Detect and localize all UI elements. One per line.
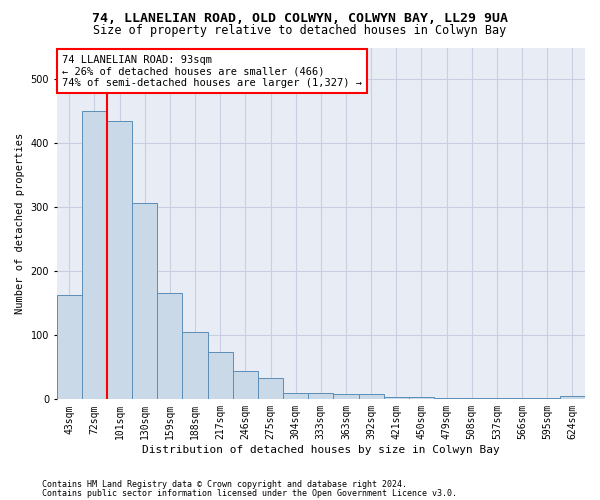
Bar [484,398,509,400]
Bar [434,398,459,400]
Text: Size of property relative to detached houses in Colwyn Bay: Size of property relative to detached ho… [94,24,506,37]
Bar [359,394,384,400]
Bar [132,203,157,400]
Bar [535,398,560,400]
Text: 74 LLANELIAN ROAD: 93sqm
← 26% of detached houses are smaller (466)
74% of semi-: 74 LLANELIAN ROAD: 93sqm ← 26% of detach… [62,54,362,88]
Bar [258,378,283,400]
Bar [308,393,334,400]
Bar [157,292,182,400]
Bar [233,370,258,400]
Bar [459,398,484,400]
Text: Contains HM Land Registry data © Crown copyright and database right 2024.: Contains HM Land Registry data © Crown c… [42,480,407,489]
X-axis label: Distribution of detached houses by size in Colwyn Bay: Distribution of detached houses by size … [142,445,500,455]
Y-axis label: Number of detached properties: Number of detached properties [15,133,25,314]
Bar [509,398,535,400]
Bar [283,393,308,400]
Bar [182,332,208,400]
Bar [107,121,132,400]
Bar [334,394,359,400]
Bar [208,352,233,400]
Bar [409,398,434,400]
Text: Contains public sector information licensed under the Open Government Licence v3: Contains public sector information licen… [42,489,457,498]
Bar [560,396,585,400]
Bar [82,112,107,400]
Bar [56,295,82,400]
Bar [384,398,409,400]
Text: 74, LLANELIAN ROAD, OLD COLWYN, COLWYN BAY, LL29 9UA: 74, LLANELIAN ROAD, OLD COLWYN, COLWYN B… [92,12,508,26]
